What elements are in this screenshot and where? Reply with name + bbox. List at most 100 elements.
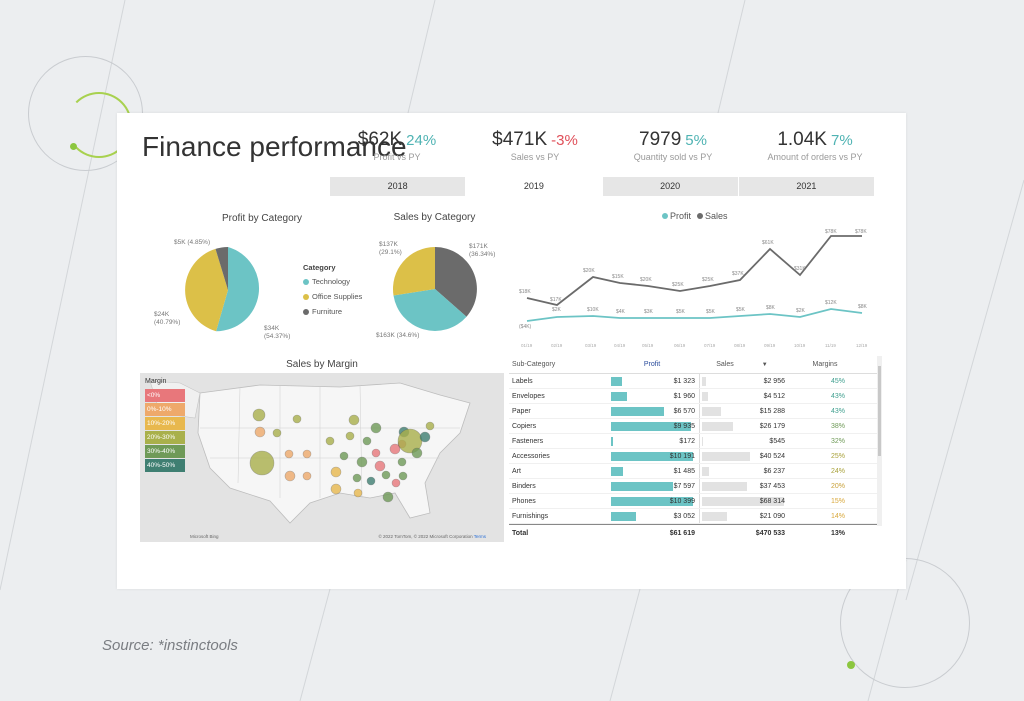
legend-item-office-supplies[interactable]: Office Supplies [303, 292, 362, 301]
map-bubble[interactable] [381, 470, 391, 480]
margin-legend-item[interactable]: 0%-10% [145, 403, 185, 416]
map-bubble[interactable] [330, 466, 342, 478]
legend-item-profit[interactable]: Profit [662, 211, 691, 221]
map-bubble[interactable] [398, 471, 408, 481]
point-label: $3K [644, 309, 654, 315]
cell-margin: 32% [830, 437, 845, 445]
map-bubble[interactable] [397, 457, 407, 467]
map-bubble[interactable] [391, 478, 401, 488]
year-button-2021[interactable]: 2021 [738, 177, 874, 196]
map-bubble[interactable] [254, 426, 266, 438]
pie-slice-technology[interactable] [393, 289, 467, 331]
table-row[interactable]: Accessories $10 191 $40 524 25% [509, 449, 879, 464]
map-bubble[interactable] [302, 471, 312, 481]
table-scrollbar[interactable] [877, 356, 882, 526]
header-profit[interactable]: Profit [643, 361, 661, 368]
map-bubble[interactable] [330, 483, 342, 495]
table-row[interactable]: Labels $1 323 $2 956 45% [509, 374, 879, 389]
cell-sub-category: Copiers [512, 422, 537, 430]
point-label: $20K [583, 268, 595, 274]
cell-profit: $9 935 [609, 419, 699, 433]
sales-margin-map[interactable]: Margin <0% 0%-10% 10%-20% 20%-30% 30%-40… [140, 373, 504, 542]
cell-profit-value: $7 597 [673, 482, 695, 490]
pie-label: $163K (34.6%) [376, 332, 420, 339]
table-row[interactable]: Copiers $9 935 $26 179 38% [509, 419, 879, 434]
sales-bar [702, 482, 748, 491]
margin-legend-item[interactable]: 20%-30% [145, 431, 185, 444]
scrollbar-thumb[interactable] [878, 366, 881, 456]
cell-profit: $1 960 [609, 389, 699, 403]
header-sub-category[interactable]: Sub-Category [512, 361, 556, 368]
point-label: $61K [762, 240, 774, 246]
pie-slice-furniture[interactable] [435, 247, 477, 317]
map-bubble[interactable] [352, 473, 362, 483]
table-row[interactable]: Furnishings $3 052 $21 090 14% [509, 509, 879, 524]
map-bubble[interactable] [362, 436, 372, 446]
map-bubble[interactable] [366, 476, 376, 486]
pie-slice-office-supplies[interactable] [185, 248, 228, 332]
dashboard-card: Finance performance $62K 24% Profit vs PY… [117, 113, 906, 589]
map-bubble[interactable] [374, 460, 386, 472]
cell-profit-value: $1 485 [673, 467, 695, 475]
map-bubble[interactable] [272, 428, 282, 438]
pie-slice-furniture[interactable] [215, 247, 229, 290]
map-bubble[interactable] [371, 448, 381, 458]
table-row[interactable]: Paper $6 570 $15 288 43% [509, 404, 879, 419]
map-bubble[interactable] [325, 436, 335, 446]
map-bubble[interactable] [249, 450, 275, 476]
legend-item-furniture[interactable]: Furniture [303, 307, 362, 316]
margin-legend-item[interactable]: 40%-50% [145, 459, 185, 472]
legend-item-technology[interactable]: Technology [303, 277, 362, 286]
table-row[interactable]: Envelopes $1 960 $4 512 43% [509, 389, 879, 404]
legend-label: Sales [705, 211, 728, 221]
map-bubble[interactable] [411, 447, 423, 459]
series-profit-line[interactable] [526, 308, 863, 322]
year-button-2020[interactable]: 2020 [602, 177, 738, 196]
margin-legend-item[interactable]: 10%-20% [145, 417, 185, 430]
decor-dot [847, 661, 855, 669]
table-row[interactable]: Phones $10 399 $68 314 15% [509, 494, 879, 509]
year-slicer: 2018 2019 2020 2021 [330, 177, 875, 196]
sales-bar [702, 467, 710, 476]
map-bubble[interactable] [419, 431, 431, 443]
cell-sales: $68 314 [699, 494, 789, 508]
map-bubble[interactable] [353, 488, 363, 498]
map-bubble[interactable] [292, 414, 302, 424]
sales-pie-title: Sales by Category [393, 212, 476, 223]
series-sales-line[interactable] [526, 235, 862, 306]
map-bubble[interactable] [302, 449, 312, 459]
table-row[interactable]: Binders $7 597 $37 453 20% [509, 479, 879, 494]
year-button-2019[interactable]: 2019 [466, 177, 602, 196]
margin-legend-item[interactable]: <0% [145, 389, 185, 402]
year-button-2018[interactable]: 2018 [330, 177, 466, 196]
map-terms-link[interactable]: Terms [473, 534, 486, 539]
map-bubble[interactable] [389, 443, 401, 455]
kpi-label: Quantity sold vs PY [633, 152, 713, 162]
legend-item-sales[interactable]: Sales [697, 211, 728, 221]
map-bubble[interactable] [356, 456, 368, 468]
cell-sales-value: $40 524 [759, 452, 785, 460]
margin-legend-item[interactable]: 30%-40% [145, 445, 185, 458]
map-bubble[interactable] [382, 491, 394, 503]
map-bubble[interactable] [348, 414, 360, 426]
map-bubble[interactable] [425, 421, 435, 431]
cell-margin: 20% [830, 482, 845, 490]
cell-sales-value: $2 956 [763, 377, 785, 385]
map-bubble[interactable] [370, 422, 382, 434]
header-margins[interactable]: Margins [812, 361, 838, 368]
header-sales[interactable]: Sales ▼ [699, 356, 789, 373]
cell-profit-value: $10 399 [669, 497, 695, 505]
pie-slice-office-supplies[interactable] [392, 247, 435, 296]
pie-slice-technology[interactable] [216, 247, 260, 332]
table-row[interactable]: Art $1 485 $6 237 24% [509, 464, 879, 479]
legend-title: Category [303, 263, 336, 272]
map-bubble[interactable] [284, 470, 296, 482]
map-bubble[interactable] [252, 408, 266, 422]
map-bubble[interactable] [284, 449, 294, 459]
cell-sales: $21 090 [699, 509, 789, 523]
pie-label: $137K (29.1%) [379, 241, 402, 256]
map-bubble[interactable] [345, 431, 355, 441]
table-row[interactable]: Fasteners $172 $545 32% [509, 434, 879, 449]
map-bubble[interactable] [339, 451, 349, 461]
profit-bar [611, 497, 693, 506]
